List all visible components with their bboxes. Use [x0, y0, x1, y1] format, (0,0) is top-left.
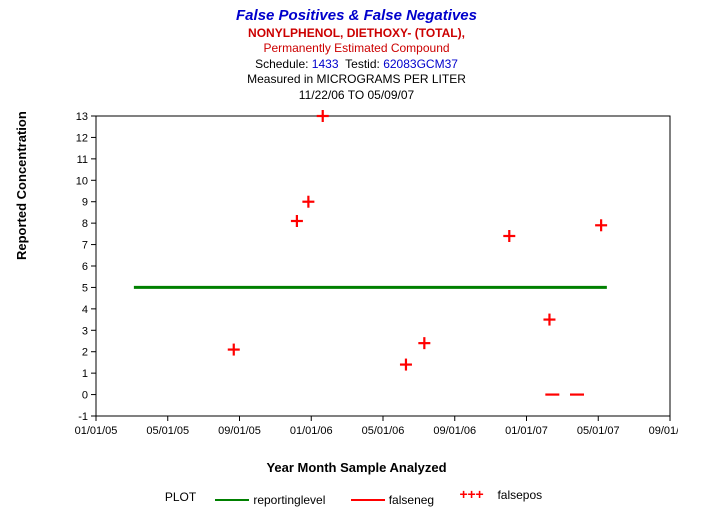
svg-text:13: 13	[76, 111, 88, 123]
svg-text:-1: -1	[78, 411, 88, 423]
schedule-line: Schedule: 1433 Testid: 62083GCM37	[0, 57, 713, 73]
svg-text:11: 11	[77, 154, 88, 166]
testid-label: Testid:	[345, 57, 380, 71]
svg-text:01/01/06: 01/01/06	[290, 425, 333, 437]
legend-reportinglevel-label: reportinglevel	[253, 493, 325, 507]
compound-name: NONYLPHENOL, DIETHOXY- (TOTAL),	[0, 26, 713, 42]
legend-falseneg-label: falseneg	[389, 493, 434, 507]
svg-text:09/01/07: 09/01/07	[649, 425, 678, 437]
svg-text:5: 5	[82, 282, 88, 294]
svg-text:05/01/05: 05/01/05	[146, 425, 189, 437]
legend-reportinglevel: reportinglevel	[215, 493, 325, 507]
legend-falsepos: +++ falsepos	[459, 488, 542, 502]
chart-title: False Positives & False Negatives	[0, 6, 713, 26]
svg-text:05/01/07: 05/01/07	[577, 425, 620, 437]
svg-text:10: 10	[76, 175, 88, 187]
y-axis-label: Reported Concentration	[14, 111, 29, 260]
svg-text:12: 12	[76, 132, 88, 144]
svg-text:1: 1	[82, 368, 88, 380]
svg-text:01/01/05: 01/01/05	[75, 425, 118, 437]
chart-svg: -101234567891011121301/01/0505/01/0509/0…	[58, 108, 678, 448]
svg-text:01/01/07: 01/01/07	[505, 425, 548, 437]
svg-text:0: 0	[82, 390, 88, 402]
testid-value: 62083GCM37	[383, 57, 458, 71]
svg-text:4: 4	[82, 304, 88, 316]
schedule-label: Schedule:	[255, 57, 308, 71]
plot-area: -101234567891011121301/01/0505/01/0509/0…	[58, 108, 678, 438]
svg-text:8: 8	[82, 218, 88, 230]
svg-text:09/01/05: 09/01/05	[218, 425, 261, 437]
svg-text:09/01/06: 09/01/06	[433, 425, 476, 437]
measured-line: Measured in MICROGRAMS PER LITER	[0, 72, 713, 88]
svg-text:2: 2	[82, 347, 88, 359]
x-axis-label: Year Month Sample Analyzed	[0, 460, 713, 475]
svg-text:9: 9	[82, 197, 88, 209]
legend-falsepos-swatch: +++	[459, 489, 493, 501]
perm-estimated: Permanently Estimated Compound	[0, 41, 713, 57]
daterange-line: 11/22/06 TO 05/09/07	[0, 88, 713, 104]
legend: PLOT reportinglevel falseneg +++ falsepo…	[0, 488, 713, 507]
svg-text:05/01/06: 05/01/06	[362, 425, 405, 437]
legend-falsepos-label: falsepos	[497, 488, 542, 502]
svg-text:6: 6	[82, 261, 88, 273]
svg-text:7: 7	[82, 240, 88, 252]
schedule-value: 1433	[312, 57, 339, 71]
header-block: False Positives & False Negatives NONYLP…	[0, 0, 713, 103]
svg-text:3: 3	[82, 325, 88, 337]
legend-falseneg-swatch	[351, 499, 385, 501]
legend-reportinglevel-swatch	[215, 499, 249, 501]
legend-title: PLOT	[165, 490, 196, 504]
legend-falseneg: falseneg	[351, 493, 434, 507]
